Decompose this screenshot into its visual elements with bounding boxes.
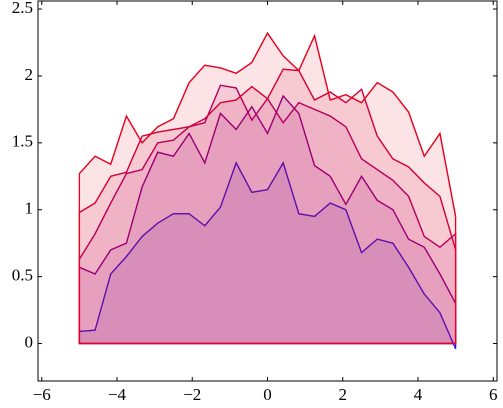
y-tick-label: 1: [25, 199, 34, 218]
series-line: [79, 161, 457, 350]
x-tick-label: 0: [263, 385, 272, 404]
x-tick-label: 2: [338, 385, 347, 404]
series-line: [79, 94, 457, 304]
y-tick-label: 0: [25, 332, 34, 351]
x-tick-label: −2: [183, 385, 201, 404]
series-line: [78, 31, 457, 217]
x-tick-label: 6: [489, 385, 498, 404]
x-tick-label: −4: [108, 385, 127, 404]
x-tick-label: −6: [33, 385, 51, 404]
y-tick-label: 2.5: [12, 0, 33, 17]
y-tick-label: 0.5: [12, 266, 33, 285]
series-line: [79, 68, 457, 251]
area-fill: [78, 31, 457, 345]
plot-area: [78, 31, 457, 350]
y-tick-label: 2: [25, 65, 34, 84]
x-tick-label: 4: [414, 385, 423, 404]
y-tick-label: 1.5: [12, 132, 33, 151]
